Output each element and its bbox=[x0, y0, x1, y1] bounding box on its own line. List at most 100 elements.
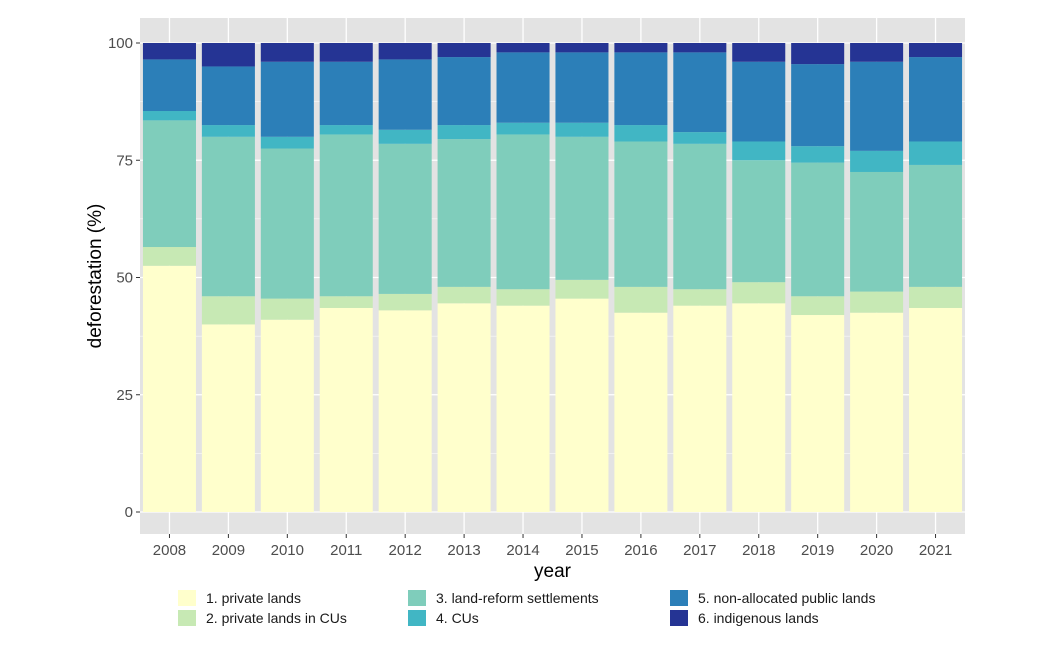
bar-segment bbox=[496, 43, 550, 53]
bar-segment bbox=[437, 286, 491, 304]
legend-label: 2. private lands in CUs bbox=[206, 610, 347, 626]
bar-segment bbox=[673, 289, 727, 306]
y-tick-label: 25 bbox=[116, 387, 133, 404]
x-tick-label: 2017 bbox=[683, 542, 716, 559]
bar-segment bbox=[319, 134, 373, 297]
bar-segment bbox=[555, 279, 609, 299]
bar-segment bbox=[909, 164, 963, 287]
bar-segment bbox=[496, 305, 550, 512]
bar-segment bbox=[732, 141, 786, 161]
legend-label: 5. non-allocated public lands bbox=[698, 590, 875, 606]
x-tick-label: 2008 bbox=[153, 542, 186, 559]
bar-segment bbox=[142, 265, 196, 512]
bar-segment bbox=[437, 43, 491, 58]
bar-segment bbox=[260, 61, 314, 137]
bar-segment bbox=[319, 296, 373, 308]
y-axis: 0 25 50 75 100 bbox=[108, 35, 140, 521]
bar-segment bbox=[437, 303, 491, 512]
bar-segment bbox=[614, 52, 668, 126]
bar-segment bbox=[260, 319, 314, 512]
bar-segment bbox=[142, 120, 196, 248]
bar-segment bbox=[673, 305, 727, 512]
bar-segment bbox=[791, 64, 845, 147]
y-tick-label: 50 bbox=[116, 270, 133, 287]
bar-segment bbox=[555, 298, 609, 512]
legend-key bbox=[408, 610, 426, 626]
bar-segment bbox=[732, 43, 786, 62]
x-tick-label: 2011 bbox=[330, 542, 362, 559]
bar-segment bbox=[201, 125, 255, 137]
bar-segment bbox=[378, 129, 432, 144]
bar-segment bbox=[378, 143, 432, 294]
bar-segment bbox=[319, 43, 373, 62]
bar-segment bbox=[319, 61, 373, 126]
bar-segment bbox=[260, 148, 314, 299]
legend-key bbox=[178, 590, 196, 606]
x-axis-title: year bbox=[534, 561, 572, 582]
x-tick-label: 2012 bbox=[388, 542, 421, 559]
bar-segment bbox=[201, 136, 255, 297]
bar-segment bbox=[555, 52, 609, 123]
bar-segment bbox=[142, 59, 196, 112]
bar-segment bbox=[673, 143, 727, 290]
bar-segment bbox=[496, 134, 550, 290]
bar-segment bbox=[791, 296, 845, 316]
bar-segment bbox=[437, 57, 491, 126]
y-tick-label: 100 bbox=[108, 35, 133, 52]
bar-segment bbox=[378, 310, 432, 512]
legend-key bbox=[670, 610, 688, 626]
bar-segment bbox=[850, 171, 904, 292]
bar-segment bbox=[437, 139, 491, 287]
x-tick-label: 2020 bbox=[860, 542, 893, 559]
bar-segment bbox=[850, 43, 904, 62]
legend-key bbox=[670, 590, 688, 606]
x-tick-label: 2014 bbox=[506, 542, 539, 559]
legend-label: 6. indigenous lands bbox=[698, 610, 819, 626]
bar-segment bbox=[614, 125, 668, 142]
bar-segment bbox=[260, 298, 314, 320]
x-tick-label: 2009 bbox=[212, 542, 245, 559]
bar-segment bbox=[791, 162, 845, 297]
bars bbox=[142, 43, 963, 512]
bar-segment bbox=[319, 307, 373, 512]
bar-segment bbox=[496, 122, 550, 135]
bar-segment bbox=[909, 43, 963, 58]
bar-segment bbox=[260, 43, 314, 62]
x-tick-label: 2013 bbox=[447, 542, 480, 559]
x-tick-label: 2010 bbox=[271, 542, 304, 559]
bar-segment bbox=[673, 52, 727, 133]
bar-segment bbox=[791, 43, 845, 65]
y-axis-title: deforestation (%) bbox=[85, 204, 106, 349]
x-axis: 2008 2009 2010 2011 2012 2013 2014 2015 2016 2017… bbox=[153, 534, 952, 559]
legend-key bbox=[408, 590, 426, 606]
bar-segment bbox=[142, 247, 196, 266]
legend-key bbox=[178, 610, 196, 626]
bar-segment bbox=[614, 141, 668, 287]
bar-segment bbox=[201, 296, 255, 325]
bar-segment bbox=[201, 324, 255, 512]
bar-segment bbox=[555, 43, 609, 53]
x-tick-label: 2016 bbox=[624, 542, 657, 559]
legend-label: 4. CUs bbox=[436, 610, 479, 626]
bar-segment bbox=[555, 136, 609, 280]
bar-segment bbox=[850, 312, 904, 512]
bar-segment bbox=[732, 303, 786, 512]
bar-segment bbox=[319, 125, 373, 135]
bar-segment bbox=[850, 291, 904, 313]
bar-segment bbox=[732, 160, 786, 283]
bar-segment bbox=[673, 132, 727, 144]
bar-segment bbox=[378, 43, 432, 60]
x-tick-label: 2018 bbox=[742, 542, 775, 559]
bar-segment bbox=[614, 286, 668, 313]
bar-segment bbox=[378, 59, 432, 130]
bar-segment bbox=[555, 122, 609, 137]
bar-segment bbox=[909, 307, 963, 512]
legend-label: 3. land-reform settlements bbox=[436, 590, 599, 606]
bar-segment bbox=[909, 286, 963, 308]
bar-segment bbox=[909, 57, 963, 142]
bar-segment bbox=[142, 111, 196, 121]
x-tick-label: 2021 bbox=[919, 542, 952, 559]
bar-segment bbox=[496, 52, 550, 123]
x-tick-label: 2019 bbox=[801, 542, 834, 559]
